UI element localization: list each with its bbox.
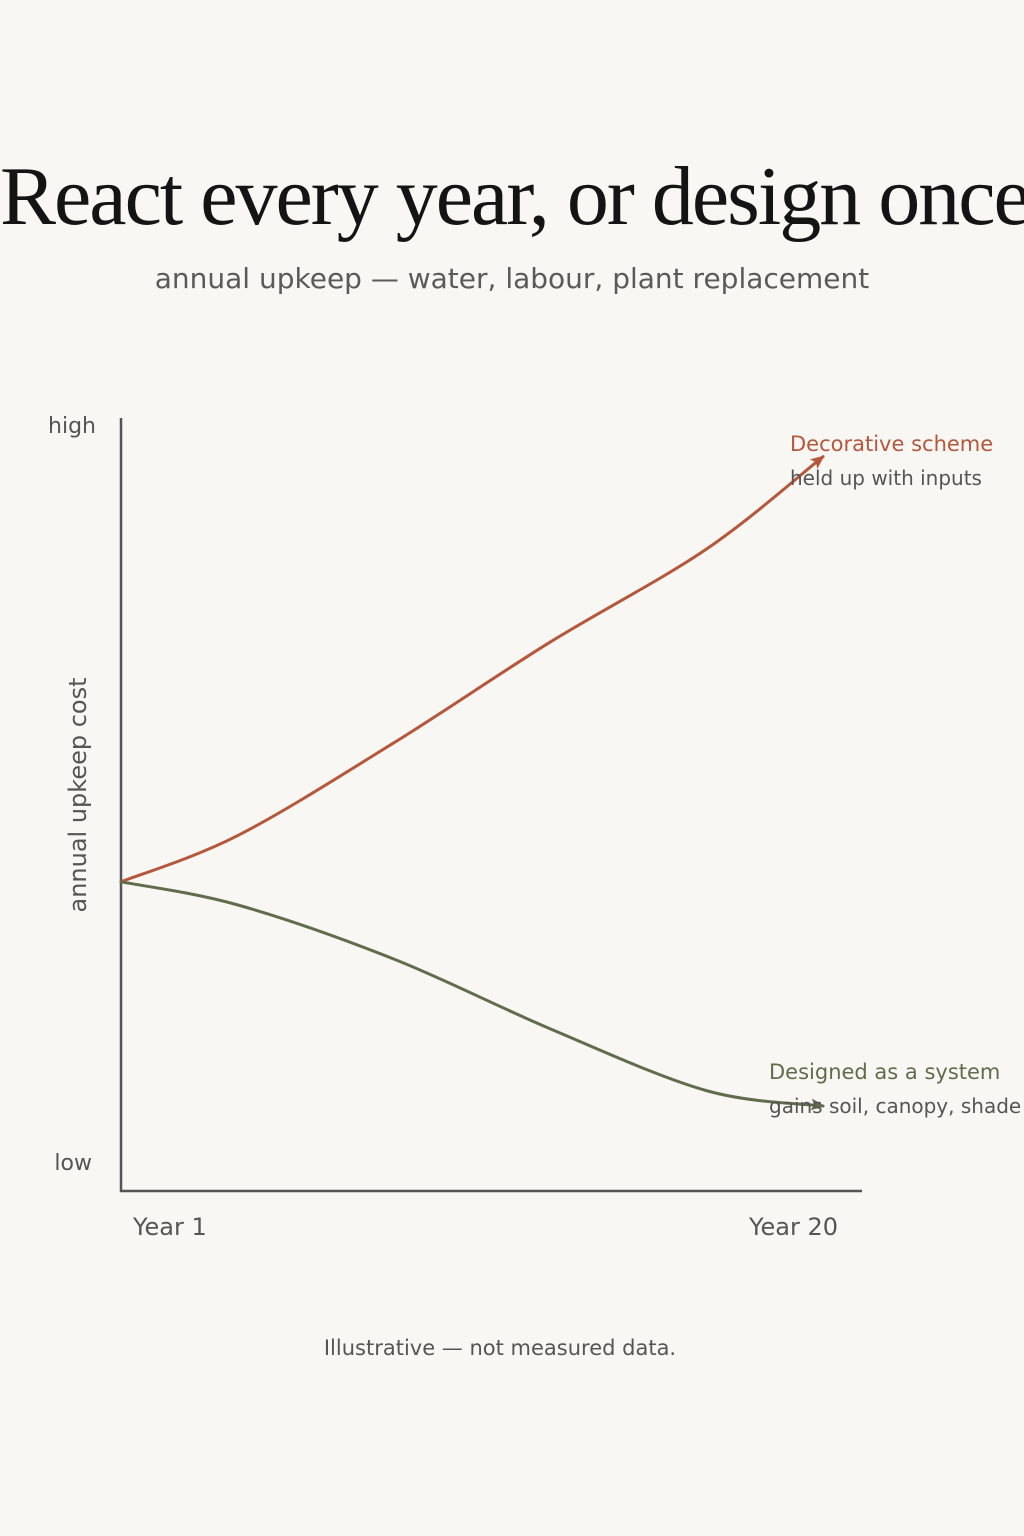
chart-title: React every year, or design once bbox=[0, 150, 1024, 243]
series-label-decorative: Decorative scheme bbox=[790, 432, 993, 456]
y-tick-low: low bbox=[54, 1151, 92, 1176]
series-line-system bbox=[119, 880, 825, 1111]
series-note-decorative: held up with inputs bbox=[790, 466, 982, 490]
x-tick-year-1: Year 1 bbox=[132, 1213, 207, 1241]
series-label-system: Designed as a system bbox=[769, 1060, 1000, 1084]
y-tick-high: high bbox=[48, 414, 96, 439]
footnote: Illustrative — not measured data. bbox=[323, 1336, 677, 1360]
chart-subtitle: annual upkeep — water, labour, plant rep… bbox=[154, 262, 870, 295]
series-note-system: gains soil, canopy, shade bbox=[769, 1094, 1021, 1118]
y-axis-label: annual upkeep cost bbox=[64, 677, 92, 912]
series-line-decorative bbox=[119, 455, 825, 884]
x-tick-year-20: Year 20 bbox=[748, 1213, 838, 1241]
